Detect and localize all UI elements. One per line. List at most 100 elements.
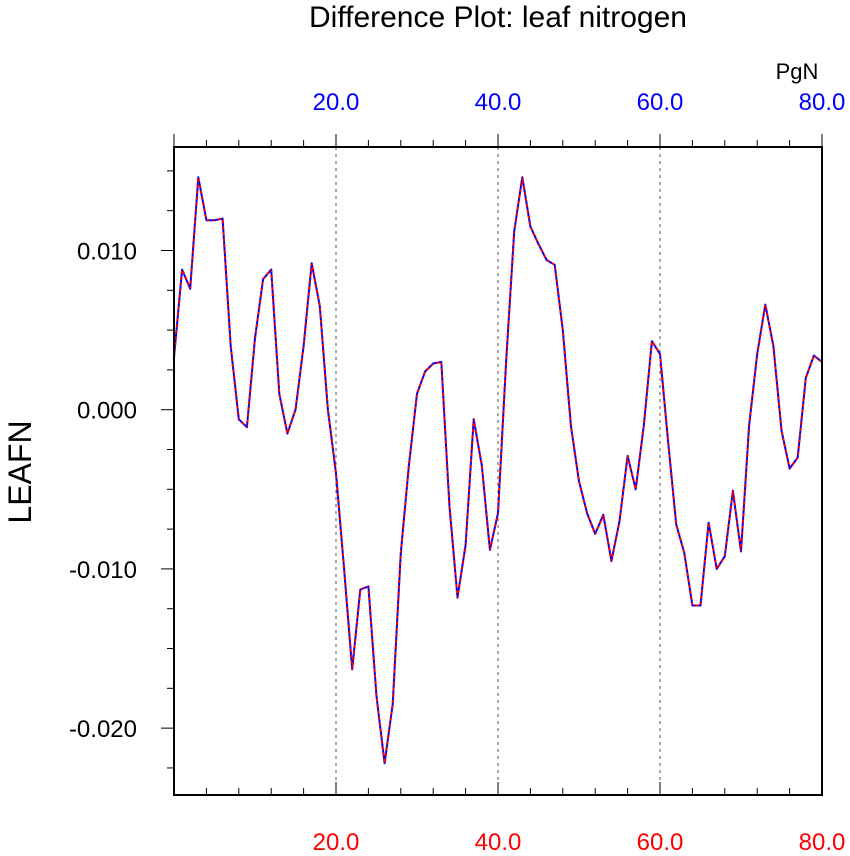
data-point xyxy=(740,550,742,553)
y-tick-label: -0.010 xyxy=(69,557,137,584)
data-point xyxy=(302,345,305,347)
y-tick-label: -0.020 xyxy=(69,716,137,743)
data-point xyxy=(724,555,726,557)
data-series xyxy=(173,176,823,765)
data-point xyxy=(359,588,362,591)
data-point xyxy=(367,585,370,588)
y-tick-label: 0.000 xyxy=(77,398,137,425)
data-point xyxy=(586,512,588,514)
x-tick-label-bottom: 60.0 xyxy=(637,829,684,856)
plot-frame xyxy=(173,146,823,796)
data-point xyxy=(562,329,564,331)
data-point xyxy=(691,604,694,607)
y-tick-label: 0.010 xyxy=(77,238,137,265)
x-tick-label-top: 40.0 xyxy=(475,89,522,116)
data-point xyxy=(448,504,451,507)
data-point xyxy=(667,440,669,443)
data-point xyxy=(286,432,289,435)
chart-title: Difference Plot: leaf nitrogen xyxy=(309,1,687,34)
units-label: PgN xyxy=(776,59,819,84)
data-point xyxy=(529,225,532,228)
data-point xyxy=(537,243,540,245)
axis-ticks xyxy=(161,134,823,795)
data-point xyxy=(246,426,248,429)
data-point xyxy=(643,424,645,427)
data-point xyxy=(618,520,621,522)
data-point xyxy=(610,560,613,562)
tick-labels: 20.0 20.0 40.0 40.0 60.0 60.0 80.0 80.0 0.010 0.0… xyxy=(69,89,845,856)
x-tick-label-bottom: 80.0 xyxy=(799,829,846,856)
data-point xyxy=(756,353,758,355)
data-point xyxy=(319,305,321,308)
data-point xyxy=(335,472,337,475)
data-point xyxy=(570,424,572,427)
data-point xyxy=(400,552,402,554)
data-point xyxy=(229,345,232,347)
data-point xyxy=(221,217,224,220)
data-point xyxy=(189,287,191,290)
data-point xyxy=(659,353,661,355)
data-point xyxy=(270,268,273,271)
data-point xyxy=(254,337,256,339)
data-point xyxy=(343,568,345,570)
x-tick-label-bottom: 20.0 xyxy=(313,829,360,856)
data-point xyxy=(238,418,240,421)
data-point xyxy=(181,268,183,271)
data-point xyxy=(497,512,499,514)
data-point xyxy=(651,340,653,343)
x-tick-label-top: 80.0 xyxy=(799,89,846,116)
data-point xyxy=(464,544,467,546)
data-point xyxy=(391,703,394,706)
data-point xyxy=(788,467,791,470)
data-point xyxy=(327,408,329,411)
data-point xyxy=(456,596,459,599)
data-point xyxy=(707,521,710,524)
data-point xyxy=(513,230,515,233)
data-point xyxy=(675,523,677,526)
data-point xyxy=(489,549,491,551)
data-point xyxy=(197,176,200,179)
data-point xyxy=(796,456,799,459)
grid-lines xyxy=(335,147,661,795)
data-point xyxy=(310,262,313,265)
data-point xyxy=(805,377,807,379)
data-point xyxy=(772,345,775,347)
data-point xyxy=(213,219,216,222)
data-point xyxy=(375,695,378,698)
data-point xyxy=(505,361,507,363)
x-tick-label-top: 20.0 xyxy=(313,89,360,116)
data-point xyxy=(578,480,580,483)
data-point xyxy=(699,604,702,607)
x-tick-label-top: 60.0 xyxy=(637,89,684,116)
data-point xyxy=(440,361,443,363)
data-point xyxy=(715,568,718,570)
data-point xyxy=(351,668,354,671)
data-point xyxy=(545,259,548,261)
data-point xyxy=(626,455,629,457)
data-point xyxy=(748,424,750,427)
data-point xyxy=(780,429,783,432)
x-tick-label-bottom: 40.0 xyxy=(475,829,522,856)
data-point xyxy=(521,176,524,179)
data-point xyxy=(553,264,556,266)
data-point xyxy=(732,490,734,492)
data-point xyxy=(813,354,815,357)
data-point xyxy=(416,392,418,395)
y-axis-label: LEAFN xyxy=(2,420,38,523)
data-point xyxy=(262,278,264,280)
data-point xyxy=(294,408,297,411)
data-point xyxy=(683,552,686,554)
data-point xyxy=(764,303,767,306)
data-point xyxy=(278,392,281,395)
data-point xyxy=(472,418,475,421)
data-point xyxy=(205,219,208,222)
data-point xyxy=(634,488,637,491)
data-point xyxy=(602,513,605,516)
data-point xyxy=(383,762,386,764)
data-point xyxy=(432,362,435,365)
data-point xyxy=(408,464,410,467)
data-point xyxy=(481,464,483,467)
data-point xyxy=(424,370,426,373)
data-point xyxy=(594,533,596,535)
